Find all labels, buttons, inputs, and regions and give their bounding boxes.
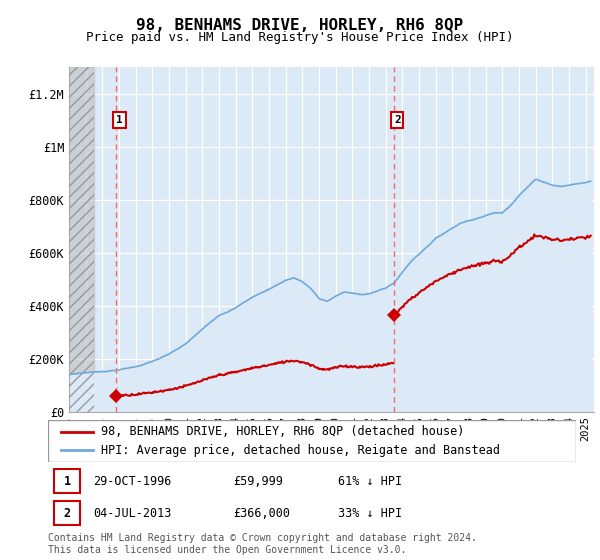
Text: 2: 2	[394, 115, 401, 125]
Text: 29-OCT-1996: 29-OCT-1996	[93, 475, 171, 488]
Text: 1: 1	[116, 115, 123, 125]
Text: 98, BENHAMS DRIVE, HORLEY, RH6 8QP: 98, BENHAMS DRIVE, HORLEY, RH6 8QP	[136, 18, 464, 33]
Bar	[69, 67, 94, 412]
Text: 98, BENHAMS DRIVE, HORLEY, RH6 8QP (detached house): 98, BENHAMS DRIVE, HORLEY, RH6 8QP (deta…	[101, 425, 464, 438]
Text: 1: 1	[64, 475, 71, 488]
Text: Contains HM Land Registry data © Crown copyright and database right 2024.
This d: Contains HM Land Registry data © Crown c…	[48, 533, 477, 555]
Text: £59,999: £59,999	[233, 475, 283, 488]
Text: 33% ↓ HPI: 33% ↓ HPI	[338, 507, 403, 520]
Text: Price paid vs. HM Land Registry's House Price Index (HPI): Price paid vs. HM Land Registry's House …	[86, 31, 514, 44]
Text: £366,000: £366,000	[233, 507, 290, 520]
Text: 61% ↓ HPI: 61% ↓ HPI	[338, 475, 403, 488]
Text: 2: 2	[64, 507, 71, 520]
Bar	[55, 502, 80, 525]
Text: HPI: Average price, detached house, Reigate and Banstead: HPI: Average price, detached house, Reig…	[101, 444, 500, 457]
Bar	[55, 469, 80, 493]
Text: 04-JUL-2013: 04-JUL-2013	[93, 507, 171, 520]
Bar	[69, 67, 94, 412]
